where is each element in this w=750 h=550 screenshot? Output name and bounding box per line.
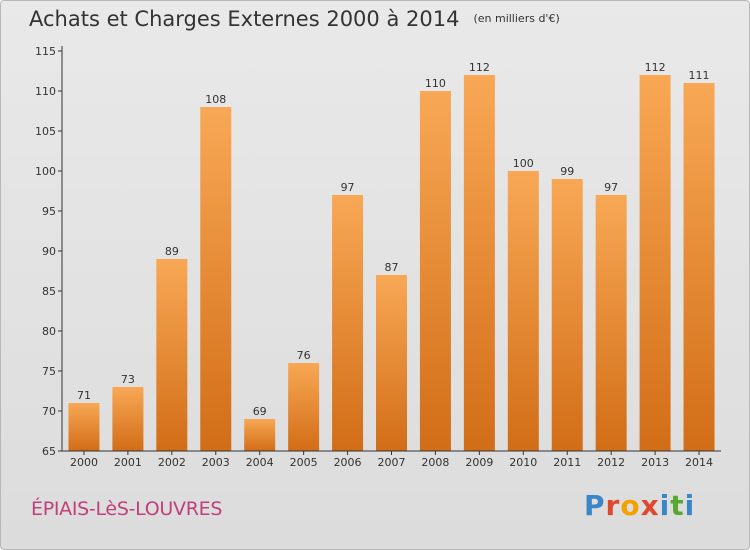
y-tick-label: 65 xyxy=(42,445,56,458)
bar-value-label: 71 xyxy=(77,389,91,402)
bar-value-label: 97 xyxy=(341,181,355,194)
bar-2008 xyxy=(419,91,451,451)
x-tick-label: 2011 xyxy=(553,456,581,469)
bar-2010 xyxy=(507,171,539,451)
bar-value-label: 108 xyxy=(205,93,226,106)
logo-letter: x xyxy=(640,489,660,522)
y-tick-label: 95 xyxy=(42,205,56,218)
x-tick-label: 2005 xyxy=(290,456,318,469)
y-tick-label: 75 xyxy=(42,365,56,378)
x-tick-label: 2002 xyxy=(158,456,186,469)
bar-2005 xyxy=(288,363,320,451)
x-tick-label: 2013 xyxy=(641,456,669,469)
bar-value-label: 99 xyxy=(560,165,574,178)
logo-letter: P xyxy=(584,489,606,522)
chart-title-text: Achats et Charges Externes 2000 à 2014 xyxy=(29,7,460,31)
logo-letter: t xyxy=(670,489,685,522)
bar-value-label: 112 xyxy=(645,61,666,74)
bar-2000 xyxy=(68,403,100,451)
chart-subtitle: (en milliers d'€) xyxy=(473,12,560,25)
logo-letter: i xyxy=(659,489,671,522)
bar-value-label: 87 xyxy=(385,261,399,274)
x-tick-label: 2007 xyxy=(378,456,406,469)
bar-value-label: 89 xyxy=(165,245,179,258)
bar-2001 xyxy=(112,387,144,451)
y-tick-label: 90 xyxy=(42,245,56,258)
bar-2012 xyxy=(595,195,627,451)
bar-2007 xyxy=(376,275,407,451)
bar-2014 xyxy=(683,83,715,451)
y-tick-label: 100 xyxy=(35,165,56,178)
x-tick-label: 2009 xyxy=(465,456,493,469)
y-tick-label: 105 xyxy=(35,125,56,138)
x-tick-label: 2006 xyxy=(334,456,362,469)
x-tick-label: 2012 xyxy=(597,456,625,469)
logo-letter: o xyxy=(620,489,641,522)
bar-2013 xyxy=(639,75,671,451)
bar-value-label: 69 xyxy=(253,405,267,418)
bar-2006 xyxy=(332,195,364,451)
x-tick-label: 2003 xyxy=(202,456,230,469)
axes-group: 2000 2001 2002 2003 2004 2005 2006 2007 2008 2009… xyxy=(35,45,721,469)
bars-group: 71 73 89 108 69 76 97 87 110 112 100 99 97 112 111 xyxy=(68,61,715,451)
bar-value-label: 100 xyxy=(513,157,534,170)
bar-2009 xyxy=(463,75,495,451)
x-tick-label: 2004 xyxy=(246,456,274,469)
x-tick-label: 2000 xyxy=(70,456,98,469)
bar-value-label: 76 xyxy=(297,349,311,362)
bar-value-label: 111 xyxy=(689,69,710,82)
x-tick-label: 2001 xyxy=(114,456,142,469)
bar-value-label: 110 xyxy=(425,77,446,90)
proxiti-logo: Proxiti xyxy=(584,489,695,522)
commune-name: ÉPIAIS-LèS-LOUVRES xyxy=(31,498,223,520)
logo-letter: r xyxy=(605,489,621,522)
logo-letter: i xyxy=(684,489,696,522)
bar-2003 xyxy=(200,107,232,451)
y-tick-label: 70 xyxy=(42,405,56,418)
bar-value-label: 97 xyxy=(604,181,618,194)
y-tick-label: 85 xyxy=(42,285,56,298)
x-tick-label: 2014 xyxy=(685,456,713,469)
bar-value-label: 73 xyxy=(121,373,135,386)
bar-2011 xyxy=(551,179,583,451)
x-tick-label: 2010 xyxy=(509,456,537,469)
y-tick-label: 80 xyxy=(42,325,56,338)
y-tick-label: 115 xyxy=(35,45,56,58)
x-tick-label: 2008 xyxy=(421,456,449,469)
bar-value-label: 112 xyxy=(469,61,490,74)
y-tick-label: 110 xyxy=(35,85,56,98)
chart-title: Achats et Charges Externes 2000 à 2014 (e… xyxy=(29,7,560,31)
bar-2002 xyxy=(156,259,188,451)
bar-2004 xyxy=(244,419,276,451)
